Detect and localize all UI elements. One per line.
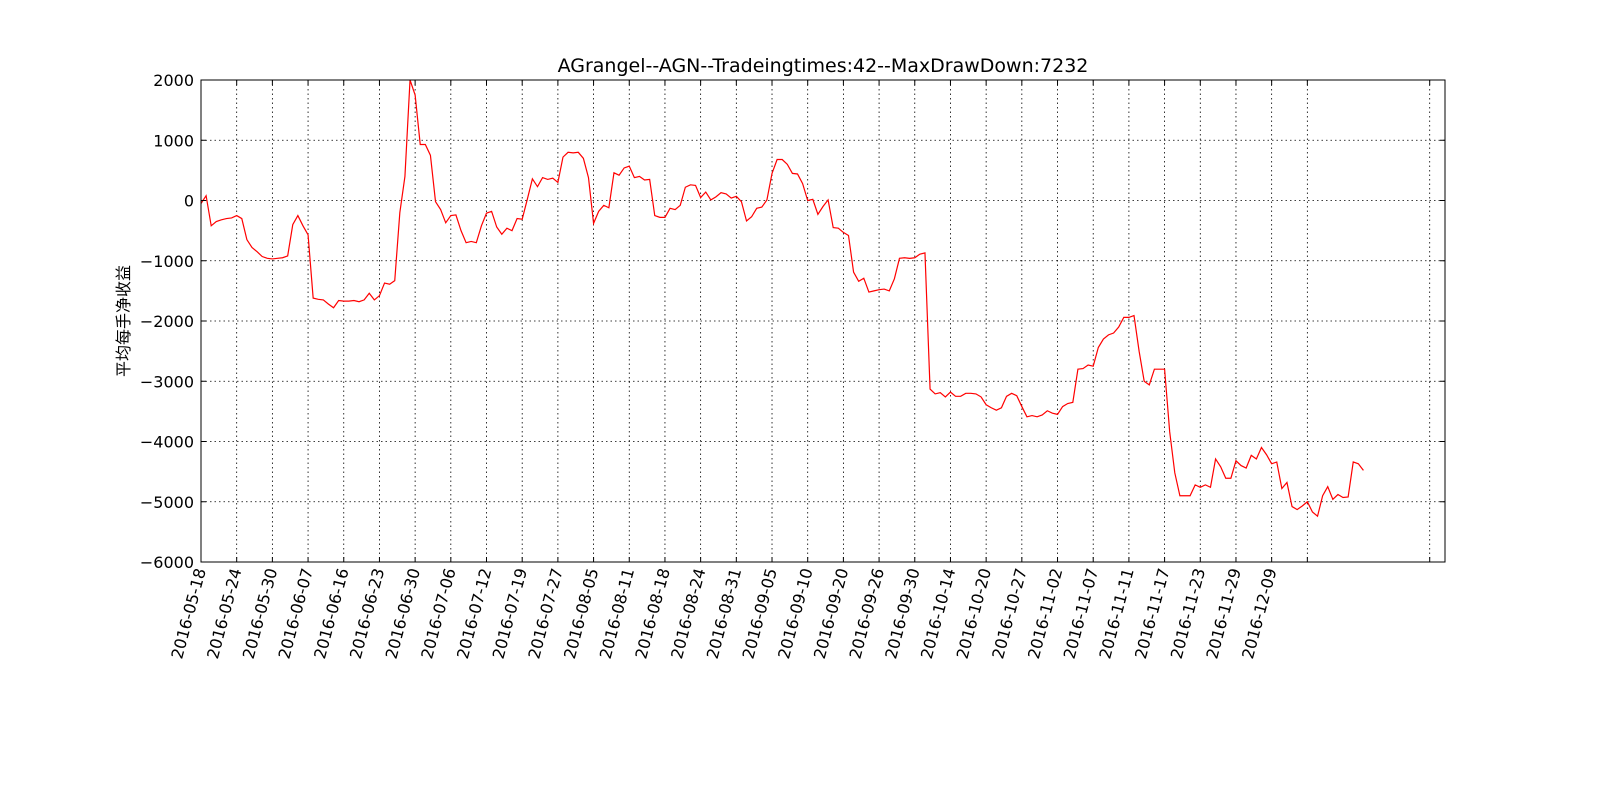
x-tick-label: 2016-09-05 xyxy=(738,566,780,661)
x-tick-label: 2016-07-19 xyxy=(489,566,531,661)
x-tick-label: 2016-07-06 xyxy=(417,566,459,661)
x-tick-label: 2016-12-09 xyxy=(1238,566,1280,661)
x-tick-label: 2016-07-12 xyxy=(453,566,495,661)
x-tick-label: 2016-10-20 xyxy=(953,566,995,661)
x-tick-label: 2016-06-30 xyxy=(382,566,424,661)
x-tick-label: 2016-05-30 xyxy=(239,566,281,661)
x-tick-label: 2016-11-23 xyxy=(1167,566,1209,661)
x-tick-label: 2016-09-10 xyxy=(774,566,816,661)
x-tick-label: 2016-08-05 xyxy=(560,566,602,661)
y-axis-label: 平均每手净收益 xyxy=(114,265,133,377)
y-tick-label: −6000 xyxy=(140,553,194,572)
x-tick-label: 2016-08-11 xyxy=(596,566,638,661)
x-tick-label: 2016-11-17 xyxy=(1131,566,1173,661)
x-tick-label: 2016-11-11 xyxy=(1095,566,1137,661)
x-tick-label: 2016-09-20 xyxy=(810,566,852,661)
y-tick-label: −4000 xyxy=(140,433,194,452)
x-tick-label: 2016-11-29 xyxy=(1202,566,1244,661)
series-line xyxy=(200,79,1364,518)
y-tick-label: 1000 xyxy=(153,131,194,150)
x-tick-label: 2016-06-23 xyxy=(346,566,388,661)
x-tick-label: 2016-05-18 xyxy=(167,566,209,661)
chart-title: AGrangel--AGN--Tradeingtimes:42--MaxDraw… xyxy=(558,55,1089,77)
x-tick-label: 2016-06-07 xyxy=(275,566,317,661)
tick-layer: 200010000−1000−2000−3000−4000−5000−60002… xyxy=(140,71,1445,661)
x-tick-label: 2016-09-26 xyxy=(846,566,888,661)
grid-layer xyxy=(200,79,1445,563)
x-tick-label: 2016-07-27 xyxy=(524,566,566,661)
x-tick-label: 2016-08-31 xyxy=(703,566,745,661)
y-tick-label: −2000 xyxy=(140,312,194,331)
x-tick-label: 2016-11-02 xyxy=(1024,566,1066,661)
x-tick-label: 2016-08-24 xyxy=(667,566,709,661)
x-tick-label: 2016-09-30 xyxy=(881,566,923,661)
y-tick-label: −3000 xyxy=(140,372,194,391)
y-tick-label: −5000 xyxy=(140,493,194,512)
x-tick-label: 2016-05-24 xyxy=(203,566,245,661)
x-tick-label: 2016-10-27 xyxy=(988,566,1030,661)
x-tick-label: 2016-06-16 xyxy=(310,566,352,661)
series-layer xyxy=(200,79,1364,518)
y-tick-label: 0 xyxy=(184,192,194,211)
x-tick-label: 2016-08-18 xyxy=(631,566,673,661)
y-tick-label: −1000 xyxy=(140,252,194,271)
y-tick-label: 2000 xyxy=(153,71,194,90)
x-tick-label: 2016-10-14 xyxy=(917,566,959,661)
x-tick-label: 2016-11-07 xyxy=(1060,566,1102,661)
